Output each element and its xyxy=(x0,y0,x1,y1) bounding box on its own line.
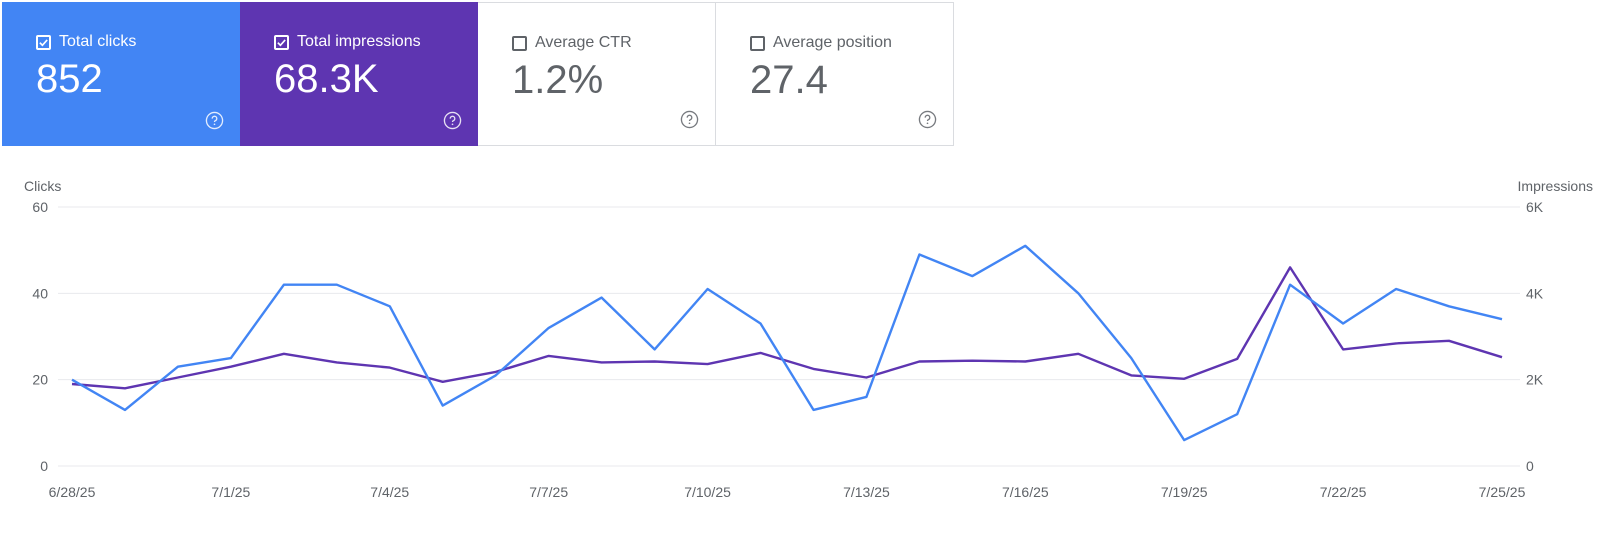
y-left-tick-label: 40 xyxy=(32,285,48,301)
clicks-series-line xyxy=(71,244,1503,442)
help-icon[interactable] xyxy=(918,110,937,129)
card-value: 1.2% xyxy=(512,58,604,102)
card-label: Total clicks xyxy=(59,33,137,50)
card-header: Total clicks xyxy=(36,32,240,52)
y-right-tick-label: 6K xyxy=(1526,199,1544,215)
help-icon[interactable] xyxy=(205,111,224,130)
card-header: Average position xyxy=(750,33,953,53)
total-impressions-card[interactable]: Total impressions 68.3K xyxy=(240,2,478,146)
x-tick-label: 7/19/25 xyxy=(1161,484,1208,500)
average-ctr-card[interactable]: Average CTR 1.2% xyxy=(478,2,716,146)
y-right-tick-label: 4K xyxy=(1526,285,1544,301)
card-label: Total impressions xyxy=(297,33,421,50)
y-left-tick-label: 20 xyxy=(32,372,48,388)
x-tick-label: 7/7/25 xyxy=(529,484,568,500)
x-tick-label: 6/28/25 xyxy=(49,484,96,500)
checkbox-icon[interactable] xyxy=(750,35,765,51)
x-tick-label: 7/13/25 xyxy=(843,484,890,500)
card-value: 27.4 xyxy=(750,58,828,102)
y-left-tick-label: 0 xyxy=(40,458,48,474)
metric-scorecards: Total clicks 852 Total impressions 68.3K… xyxy=(2,2,954,146)
checkbox-icon[interactable] xyxy=(274,34,289,50)
card-header: Total impressions xyxy=(274,32,478,52)
total-clicks-card[interactable]: Total clicks 852 xyxy=(2,2,240,146)
check-icon xyxy=(39,38,48,46)
right-axis-title: Impressions xyxy=(1517,178,1593,194)
help-icon[interactable] xyxy=(443,111,462,130)
left-axis-title: Clicks xyxy=(24,178,62,194)
card-value: 68.3K xyxy=(274,57,379,101)
x-tick-label: 7/1/25 xyxy=(211,484,250,500)
y-right-tick-label: 0 xyxy=(1526,458,1534,474)
x-tick-label: 7/10/25 xyxy=(684,484,731,500)
checkbox-icon[interactable] xyxy=(36,34,51,50)
x-tick-label: 7/16/25 xyxy=(1002,484,1049,500)
help-icon[interactable] xyxy=(680,110,699,129)
impressions-series-line xyxy=(71,266,1503,390)
card-value: 852 xyxy=(36,57,103,101)
y-left-tick-label: 60 xyxy=(32,199,48,215)
check-icon xyxy=(277,38,286,46)
x-tick-label: 7/25/25 xyxy=(1479,484,1526,500)
x-tick-label: 7/22/25 xyxy=(1320,484,1367,500)
x-tick-label: 7/4/25 xyxy=(370,484,409,500)
average-position-card[interactable]: Average position 27.4 xyxy=(716,2,954,146)
y-right-tick-label: 2K xyxy=(1526,372,1544,388)
card-label: Average CTR xyxy=(535,34,632,51)
checkbox-icon[interactable] xyxy=(512,35,527,51)
card-header: Average CTR xyxy=(512,33,715,53)
card-label: Average position xyxy=(773,34,892,51)
